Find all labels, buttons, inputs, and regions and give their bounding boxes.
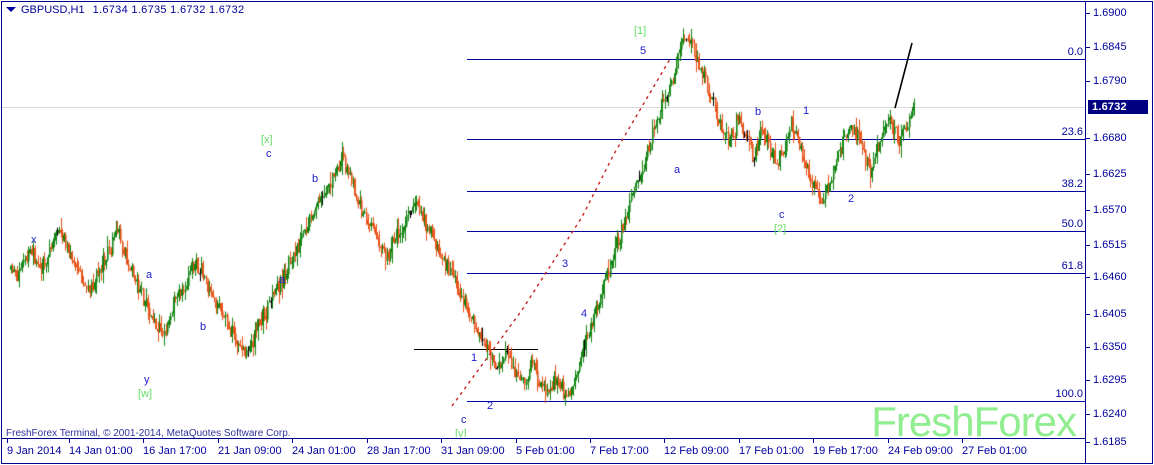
wave-label: 2: [487, 400, 494, 412]
time-tick: 21 Jan 09:00: [218, 439, 282, 457]
wave-label: a: [674, 164, 681, 176]
wave-label: [x]: [261, 134, 273, 146]
wave-label: 3: [562, 258, 569, 270]
price-tick: 1.6515: [1086, 239, 1153, 252]
symbol-period-label: GBPUSD,H1: [21, 4, 85, 16]
price-tick: 1.6405: [1086, 308, 1153, 321]
wave-label: c: [779, 209, 785, 221]
time-tick: 27 Feb 01:00: [962, 439, 1027, 457]
time-tick: 5 Feb 01:00: [516, 439, 575, 457]
time-tick: 24 Feb 09:00: [888, 439, 953, 457]
copyright-notice: FreshForex Terminal, © 2001-2014, MetaQu…: [6, 428, 291, 439]
wave-label: b: [755, 106, 762, 118]
price-tick: 1.6845: [1086, 41, 1153, 54]
ohlc-values: 1.6734 1.6735 1.6732 1.6732: [92, 4, 245, 16]
chart-header: GBPUSD,H1 1.6734 1.6735 1.6732 1.6732: [6, 4, 244, 18]
time-tick: 9 Jan 2014: [7, 439, 61, 457]
wave-label: [w]: [138, 388, 153, 400]
price-tick: 1.6185: [1086, 436, 1153, 449]
wave-label: [2]: [774, 223, 787, 235]
wave-label: y: [144, 374, 150, 386]
wave-label: b: [200, 321, 207, 333]
price-tick: 1.6790: [1086, 75, 1153, 88]
wave-label: c: [266, 148, 272, 160]
price-tick: 1.6295: [1086, 374, 1153, 387]
wave-label: c: [461, 414, 467, 426]
price-tick: 1.6900: [1086, 7, 1153, 20]
price-tick: 1.6460: [1086, 271, 1153, 284]
time-tick: 14 Jan 01:00: [69, 439, 133, 457]
price-tick: 1.6680: [1086, 132, 1153, 145]
wave-label: 4: [581, 308, 588, 320]
wave-label: [y]: [455, 428, 467, 438]
candlestick-series[interactable]: [2, 2, 1085, 437]
time-tick: 12 Feb 09:00: [664, 439, 729, 457]
time-tick: 19 Feb 17:00: [813, 439, 878, 457]
wave-label: 2: [848, 193, 855, 205]
current-price-label: 1.6732: [1088, 100, 1148, 114]
time-tick: 28 Jan 17:00: [367, 439, 431, 457]
price-tick: 1.6240: [1086, 408, 1153, 421]
time-scale[interactable]: 9 Jan 2014 14 Jan 01:00 16 Jan 17:00 21 Jan…: [1, 438, 1085, 464]
wave-label: x: [31, 234, 37, 246]
wave-label: 1: [803, 105, 810, 117]
price-tick: 1.6570: [1086, 204, 1153, 217]
time-tick: 7 Feb 17:00: [590, 439, 649, 457]
wave-label: 5: [640, 45, 647, 57]
wave-label: a: [279, 274, 286, 286]
chevron-down-icon[interactable]: [6, 6, 16, 12]
time-tick: 16 Jan 17:00: [143, 439, 207, 457]
time-tick: 24 Jan 01:00: [292, 439, 356, 457]
price-tick: 1.6625: [1086, 168, 1153, 181]
wave-label: 1: [471, 352, 478, 364]
time-tick: 17 Feb 01:00: [739, 439, 804, 457]
price-tick: 1.6350: [1086, 341, 1153, 354]
price-scale[interactable]: 1.6732 1.6900 1.6845 1.6790 1.6680 1.6625 1.6…: [1085, 2, 1152, 463]
wave-label: b: [312, 173, 319, 185]
chart-plot-area[interactable]: 0.023.638.250.061.8100.0 xaby[w][x]cab12…: [2, 2, 1085, 437]
time-tick: 31 Jan 09:00: [441, 439, 505, 457]
wave-label: a: [146, 269, 153, 281]
wave-label: [1]: [634, 25, 647, 37]
